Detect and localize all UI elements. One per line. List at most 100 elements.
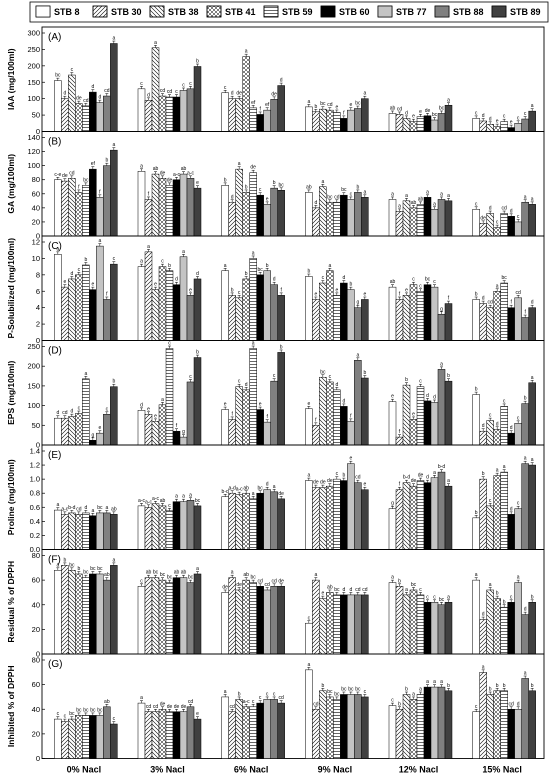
panel-label: (D): [48, 346, 62, 357]
bar: [186, 500, 195, 550]
bar: [388, 705, 397, 759]
bar: [68, 718, 76, 759]
significance-label: bc: [320, 369, 326, 375]
bar: [172, 430, 181, 446]
significance-label: c: [489, 498, 492, 504]
significance-label: a: [56, 502, 59, 508]
bar: [151, 47, 160, 132]
significance-label: a: [189, 492, 192, 498]
significance-label: a: [517, 575, 520, 581]
bar: [137, 586, 146, 655]
y-tick-label: 0: [36, 127, 40, 136]
bar: [270, 284, 278, 341]
bar: [361, 594, 369, 655]
significance-label: d: [510, 506, 513, 512]
significance-label: bc: [327, 194, 333, 200]
bar: [333, 594, 341, 655]
significance-label: b: [405, 687, 408, 693]
bar: [361, 696, 369, 759]
significance-label: ab: [390, 279, 396, 285]
significance-label: b: [503, 683, 506, 689]
significance-label: d: [70, 271, 73, 277]
significance-label: c: [140, 81, 143, 87]
significance-label: bc: [251, 575, 257, 581]
bar: [193, 718, 202, 759]
significance-label: e: [405, 287, 408, 293]
bar: [103, 165, 111, 237]
legend-label: STB 60: [339, 7, 370, 17]
significance-label: a: [426, 189, 429, 195]
y-tick-label: 50: [32, 421, 40, 430]
y-tick-label: 10: [32, 254, 40, 263]
bar: [388, 113, 397, 132]
significance-label: a: [252, 250, 255, 256]
y-tick-label: 6: [36, 287, 40, 296]
significance-label: a: [140, 695, 143, 701]
y-tick-label: 50: [32, 111, 40, 120]
bar: [277, 85, 285, 132]
significance-label: f: [78, 184, 80, 190]
bar: [507, 709, 515, 759]
bar: [340, 118, 348, 132]
bar: [305, 192, 313, 237]
significance-label: c: [391, 698, 394, 704]
significance-label: a: [112, 142, 115, 148]
bar: [472, 711, 480, 759]
bar: [103, 706, 111, 759]
bar: [242, 706, 250, 759]
significance-label: e: [510, 120, 513, 126]
significance-label: b: [475, 291, 478, 297]
bar: [256, 492, 264, 550]
significance-label: de: [271, 91, 277, 97]
significance-label: d: [335, 382, 338, 388]
bar: [479, 430, 487, 446]
bar: [249, 172, 257, 237]
bar: [437, 369, 446, 446]
y-tick-label: 150: [27, 381, 40, 390]
significance-label: a: [91, 508, 94, 514]
bar: [486, 694, 494, 759]
bar: [103, 95, 111, 132]
significance-label: b: [273, 180, 276, 186]
bar: [68, 74, 76, 132]
significance-label: cd: [146, 704, 152, 710]
significance-label: f: [524, 310, 526, 316]
significance-label: a: [224, 689, 227, 695]
bar: [165, 96, 174, 132]
significance-label: a: [440, 361, 443, 367]
significance-label: g: [391, 501, 394, 507]
bar: [479, 120, 487, 132]
significance-label: ef: [91, 161, 96, 167]
significance-label: g: [182, 429, 185, 435]
bar: [521, 201, 529, 237]
y-axis-title: GA (mg/100ml): [6, 154, 16, 214]
bar: [472, 394, 480, 446]
bar: [500, 121, 508, 132]
significance-label: ab: [390, 105, 396, 111]
significance-label: bc: [90, 707, 96, 713]
bar: [312, 425, 320, 446]
significance-label: d: [147, 92, 150, 98]
bar: [437, 113, 446, 132]
bar: [151, 289, 160, 341]
bar: [437, 199, 446, 237]
bar: [75, 192, 83, 237]
bar: [361, 98, 369, 132]
bar: [68, 416, 76, 446]
bar: [249, 582, 257, 655]
bar: [493, 475, 501, 550]
bar: [340, 282, 348, 341]
significance-label: de: [418, 473, 424, 479]
bar: [528, 690, 536, 759]
bar: [82, 512, 90, 550]
significance-label: e: [154, 413, 157, 419]
significance-label: de: [62, 173, 68, 179]
significance-label: c: [475, 704, 478, 710]
significance-label: d: [482, 113, 485, 119]
bar: [347, 694, 355, 759]
significance-label: f: [510, 300, 512, 306]
significance-label: a-c: [61, 506, 68, 512]
significance-label: bc: [97, 566, 103, 572]
bar: [89, 289, 97, 341]
